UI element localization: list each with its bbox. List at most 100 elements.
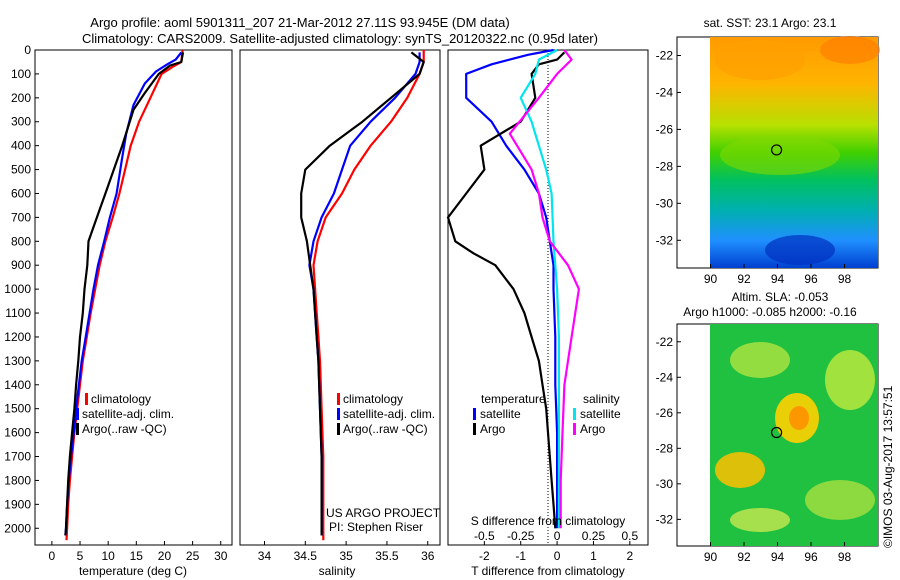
sst-warm-patch (715, 40, 805, 80)
legend-swatch-climatology (85, 393, 88, 405)
x-tick-label: -2 (479, 549, 490, 563)
map-x-tick-label: 90 (704, 272, 718, 286)
map-y-tick-label: -24 (656, 370, 674, 384)
depth-tick-label: 1000 (4, 282, 31, 296)
depth-tick-label: 1500 (4, 402, 31, 416)
series-line-temperature-satellite (465, 48, 559, 529)
sla-map-axes: 90 92 94 96 98 -22 -24 -26 -28 -30 -32 (656, 335, 852, 564)
sla-argo-location-marker (770, 426, 783, 439)
x-tick-label: 5 (77, 549, 84, 563)
project-name: US ARGO PROJECT (326, 506, 441, 520)
map-y-tick-label: -30 (656, 196, 674, 210)
sst-argo-location-marker (770, 144, 783, 156)
sla-patch-1 (730, 342, 790, 378)
series-line-salinity-argo (508, 49, 581, 529)
legend-label-s-satellite: satellite (580, 407, 621, 421)
x-tick-label: 25 (186, 549, 200, 563)
salinity-panel: 34 34.5 35 35.5 36 salinity climatology sate… (239, 49, 441, 578)
sal-legend-label-climatology: climatology (343, 392, 403, 406)
sal-legend-label-satellite: satellite-adj. clim. (343, 407, 435, 421)
x-tick-label: -1 (515, 549, 526, 563)
sst-field (710, 36, 880, 268)
series-line-argo-raw-qc- (300, 51, 425, 536)
map-x-tick-label: 96 (804, 550, 818, 564)
salinity-x-label: salinity (319, 564, 356, 578)
salinity-legend: climatology satellite-adj. clim. Argo(..… (337, 392, 435, 436)
x-tick-label: 0 (554, 549, 561, 563)
temperature-legend: climatology satellite-adj. clim. Argo(..… (76, 392, 174, 436)
s-difference-label: S difference from climatology (471, 514, 626, 528)
legend-label-t-satellite: satellite (480, 407, 521, 421)
map-x-tick-label: 94 (771, 272, 785, 286)
temperature-panel: 0100200300400500600700800900100011001200… (4, 43, 452, 578)
x-tick-label: 35.5 (375, 549, 399, 563)
depth-tick-label: 200 (11, 91, 31, 105)
depth-tick-label: 1800 (4, 473, 31, 487)
depth-tick-label: 600 (11, 186, 31, 200)
depth-tick-label: 1300 (4, 354, 31, 368)
map-y-tick-label: -24 (656, 85, 674, 99)
sal-legend-label-argo: Argo(..raw -QC) (343, 422, 428, 436)
sal-legend-swatch-climatology (337, 393, 340, 405)
x-tick-label: 36 (421, 549, 435, 563)
depth-tick-label: 1700 (4, 450, 31, 464)
s-difference-tick-labels: -0.5 -0.25 0 0.25 0.5 (474, 529, 638, 543)
series-line-climatology (312, 50, 425, 541)
x-tick-label: 35 (339, 549, 353, 563)
depth-tick-label: 1900 (4, 497, 31, 511)
depth-tick-label: 500 (11, 163, 31, 177)
sla-map-title: Altim. SLA: -0.053 (732, 290, 829, 304)
salinity-plot-frame (239, 49, 441, 546)
x-tick-label: 30 (214, 549, 228, 563)
depth-tick-label: 0 (24, 43, 31, 57)
sal-legend-swatch-satellite (337, 408, 340, 420)
map-x-tick-label: 92 (737, 272, 751, 286)
map-y-tick-label: -32 (656, 512, 674, 526)
series-line-argo-raw-qc- (64, 52, 185, 536)
map-y-tick-label: -28 (656, 159, 674, 173)
difference-legend: temperature salinity satellite Argo sate… (473, 392, 621, 436)
depth-tick-label: 300 (11, 115, 31, 129)
map-y-tick-label: -22 (656, 335, 674, 349)
depth-tick-label: 1600 (4, 426, 31, 440)
legend-label-satellite: satellite-adj. clim. (82, 407, 174, 421)
depth-tick-label: 1400 (4, 378, 31, 392)
map-y-tick-label: -26 (656, 122, 674, 136)
sst-warm-patch-2 (820, 36, 880, 64)
temperature-series (64, 49, 185, 541)
depth-tick-label: 2000 (4, 521, 31, 535)
difference-series (446, 48, 581, 529)
s-tick-label: -0.5 (474, 529, 495, 543)
x-tick-label: 1 (590, 549, 597, 563)
x-tick-label: 15 (130, 549, 144, 563)
map-y-tick-label: -22 (656, 48, 674, 62)
sla-patch-5 (730, 508, 790, 532)
project-pi: PI: Stephen Riser (329, 520, 423, 534)
t-difference-label: T difference from climatology (471, 564, 625, 578)
x-tick-label: 0 (49, 549, 56, 563)
sst-mid-patch (720, 135, 840, 175)
temperature-x-axis: 0 5 10 15 20 25 30 (49, 541, 228, 563)
map-x-tick-label: 90 (704, 550, 718, 564)
sla-patch-4 (805, 480, 875, 520)
sst-map-title: sat. SST: 23.1 Argo: 23.1 (704, 16, 837, 30)
map-x-tick-label: 96 (804, 272, 818, 286)
depth-tick-label: 100 (11, 67, 31, 81)
x-tick-label: 2 (626, 549, 633, 563)
map-y-tick-label: -32 (656, 233, 674, 247)
depth-tick-label: 700 (11, 210, 31, 224)
legend-label-climatology: climatology (91, 392, 151, 406)
sst-map-panel: sat. SST: 23.1 Argo: 23.1 90 92 94 96 98 -22 -… (656, 16, 880, 286)
sla-patch-3 (715, 452, 765, 488)
map-y-tick-label: -30 (656, 477, 674, 491)
depth-tick-label: 800 (11, 234, 31, 248)
figure-title-line1: Argo profile: aoml 5901311_207 21-Mar-20… (90, 15, 509, 30)
map-x-tick-label: 98 (838, 272, 852, 286)
s-tick-label: 0.25 (582, 529, 606, 543)
figure-title-line2: Climatology: CARS2009. Satellite-adjuste… (82, 31, 598, 46)
legend-swatch-satellite (76, 408, 79, 420)
x-tick-label: 34 (258, 549, 272, 563)
series-line-temperature-argo (446, 51, 566, 529)
s-tick-label: 0.5 (621, 529, 638, 543)
